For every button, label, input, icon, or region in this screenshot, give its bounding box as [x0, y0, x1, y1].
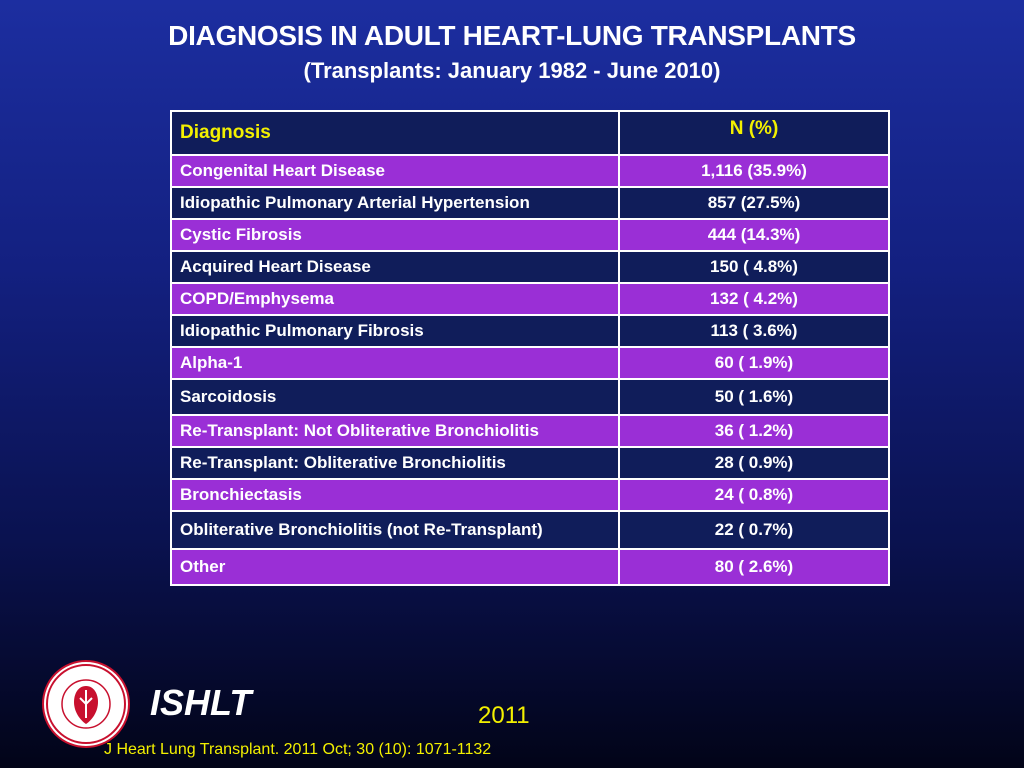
table-row: Acquired Heart Disease 150 ( 4.8%) [170, 250, 890, 284]
table-row: Congenital Heart Disease 1,116 (35.9%) [170, 154, 890, 188]
slide-subtitle: (Transplants: January 1982 - June 2010) [303, 58, 721, 83]
table-row: Re-Transplant: Obliterative Bronchioliti… [170, 446, 890, 480]
slide-title: DIAGNOSIS IN ADULT HEART-LUNG TRANSPLANT… [168, 20, 856, 51]
table-row: Cystic Fibrosis 444 (14.3%) [170, 218, 890, 252]
org-name: ISHLT [150, 682, 252, 723]
value-cell: 22 ( 0.7%) [618, 510, 890, 550]
diagnosis-cell: Acquired Heart Disease [170, 250, 620, 284]
diagnosis-table: Diagnosis N (%) Congenital Heart Disease… [170, 110, 890, 586]
table-row: Idiopathic Pulmonary Arterial Hypertensi… [170, 186, 890, 220]
citation: J Heart Lung Transplant. 2011 Oct; 30 (1… [104, 741, 492, 758]
header-n-percent: N (%) [618, 110, 890, 156]
diagnosis-cell: Idiopathic Pulmonary Arterial Hypertensi… [170, 186, 620, 220]
table-row: Obliterative Bronchiolitis (not Re-Trans… [170, 510, 890, 550]
year-label: 2011 [478, 702, 530, 729]
table-row: Other 80 ( 2.6%) [170, 548, 890, 586]
value-cell: 857 (27.5%) [618, 186, 890, 220]
value-cell: 28 ( 0.9%) [618, 446, 890, 480]
diagnosis-cell: Idiopathic Pulmonary Fibrosis [170, 314, 620, 348]
diagnosis-cell: Sarcoidosis [170, 378, 620, 416]
diagnosis-cell: Cystic Fibrosis [170, 218, 620, 252]
table-row: COPD/Emphysema 132 ( 4.2%) [170, 282, 890, 316]
diagnosis-cell: Alpha-1 [170, 346, 620, 380]
table-header-row: Diagnosis N (%) [170, 110, 890, 156]
value-cell: 1,116 (35.9%) [618, 154, 890, 188]
header-diagnosis: Diagnosis [170, 110, 620, 156]
value-cell: 132 ( 4.2%) [618, 282, 890, 316]
diagnosis-cell: Re-Transplant: Obliterative Bronchioliti… [170, 446, 620, 480]
ishlt-logo-icon [42, 660, 130, 748]
value-cell: 150 ( 4.8%) [618, 250, 890, 284]
value-cell: 444 (14.3%) [618, 218, 890, 252]
diagnosis-cell: Re-Transplant: Not Obliterative Bronchio… [170, 414, 620, 448]
diagnosis-cell: Bronchiectasis [170, 478, 620, 512]
value-cell: 36 ( 1.2%) [618, 414, 890, 448]
table-row: Alpha-1 60 ( 1.9%) [170, 346, 890, 380]
value-cell: 24 ( 0.8%) [618, 478, 890, 512]
value-cell: 60 ( 1.9%) [618, 346, 890, 380]
diagnosis-cell: Obliterative Bronchiolitis (not Re-Trans… [170, 510, 620, 550]
value-cell: 80 ( 2.6%) [618, 548, 890, 586]
table-body: Congenital Heart Disease 1,116 (35.9%) I… [170, 154, 890, 586]
diagnosis-cell: Congenital Heart Disease [170, 154, 620, 188]
value-cell: 113 ( 3.6%) [618, 314, 890, 348]
table-row: Sarcoidosis 50 ( 1.6%) [170, 378, 890, 416]
diagnosis-cell: Other [170, 548, 620, 586]
value-cell: 50 ( 1.6%) [618, 378, 890, 416]
table-row: Bronchiectasis 24 ( 0.8%) [170, 478, 890, 512]
table-row: Idiopathic Pulmonary Fibrosis 113 ( 3.6%… [170, 314, 890, 348]
diagnosis-cell: COPD/Emphysema [170, 282, 620, 316]
table-row: Re-Transplant: Not Obliterative Bronchio… [170, 414, 890, 448]
